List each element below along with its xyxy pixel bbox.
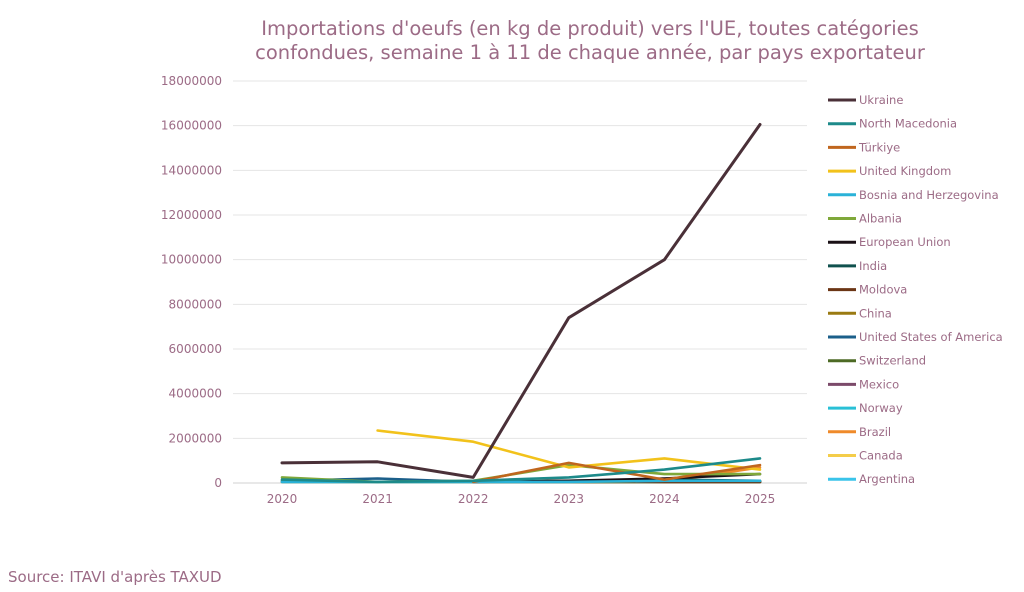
chart-title-line-1: Importations d'oeufs (en kg de produit) … [261,17,919,40]
legend-item-albania: Albania [828,212,902,226]
source-note: Source: ITAVI d'après TAXUD [8,568,222,586]
legend-label: China [859,306,892,320]
legend-item-argentina: Argentina [828,472,915,486]
series-line-united-kingdom [376,429,762,471]
legend-label: Norway [859,401,903,415]
legend-label: Canada [859,449,903,463]
series-line-ukraine [280,123,762,479]
series-line-t-rkiye [471,461,762,484]
y-tick-label: 2000000 [169,431,222,445]
legend-item-norway: Norway [828,401,903,415]
grid [233,80,807,484]
y-tick-label: 4000000 [169,387,222,401]
legend-label: European Union [859,235,951,249]
legend-item-mexico: Mexico [828,377,899,391]
legend-item-north-macedonia: North Macedonia [828,117,957,131]
legend-item-moldova: Moldova [828,283,907,297]
y-tick-label: 10000000 [161,253,222,267]
x-axis-ticks: 2020 2021 2022 2023 2024 2025 [267,492,776,506]
y-tick-label: 14000000 [161,163,222,177]
legend-item-united-kingdom: United Kingdom [828,164,951,178]
x-tick-label: 2020 [267,492,298,506]
y-tick-label: 16000000 [161,119,222,133]
legend-label: Argentina [859,472,915,486]
chart-title-line-2: confondues, semaine 1 à 11 de chaque ann… [255,41,926,64]
legend-item-china: China [828,306,892,320]
legend-label: Mexico [859,377,899,391]
x-tick-label: 2022 [458,492,489,506]
y-tick-label: 8000000 [169,297,222,311]
legend-item-brazil: Brazil [828,425,891,439]
legend-item-canada: Canada [828,449,903,463]
legend-item-european-union: European Union [828,235,951,249]
legend-item-india: India [828,259,887,273]
y-tick-label: 0 [214,476,222,490]
series-line-north-macedonia [280,457,762,484]
x-tick-label: 2024 [649,492,680,506]
y-tick-label: 12000000 [161,208,222,222]
legend-label: Albania [859,212,902,226]
legend-item-united-states-of-america: United States of America [828,330,1003,344]
legend-label: Türkiye [858,140,900,154]
y-tick-label: 6000000 [169,342,222,356]
y-tick-label: 18000000 [161,74,222,88]
legend-label: Switzerland [859,354,926,368]
legend-item-bosnia-and-herzegovina: Bosnia and Herzegovina [828,188,999,202]
legend-item-switzerland: Switzerland [828,354,926,368]
x-tick-label: 2023 [554,492,585,506]
legend-label: United States of America [859,330,1003,344]
legend-label: North Macedonia [859,117,957,131]
legend-label: United Kingdom [859,164,951,178]
y-axis-ticks: 0 2000000 4000000 6000000 8000000 10000000 120… [161,74,222,490]
legend: Ukraine North Macedonia Türkiye United King… [828,93,1003,486]
legend-label: Brazil [859,425,891,439]
legend-label: Moldova [859,283,907,297]
legend-label: Bosnia and Herzegovina [859,188,999,202]
legend-item-t-rkiye: Türkiye [828,140,900,154]
legend-item-ukraine: Ukraine [828,93,903,107]
legend-label: India [859,259,887,273]
x-tick-label: 2025 [745,492,776,506]
x-tick-label: 2021 [362,492,393,506]
legend-label: Ukraine [859,93,903,107]
series-lines [280,123,762,484]
